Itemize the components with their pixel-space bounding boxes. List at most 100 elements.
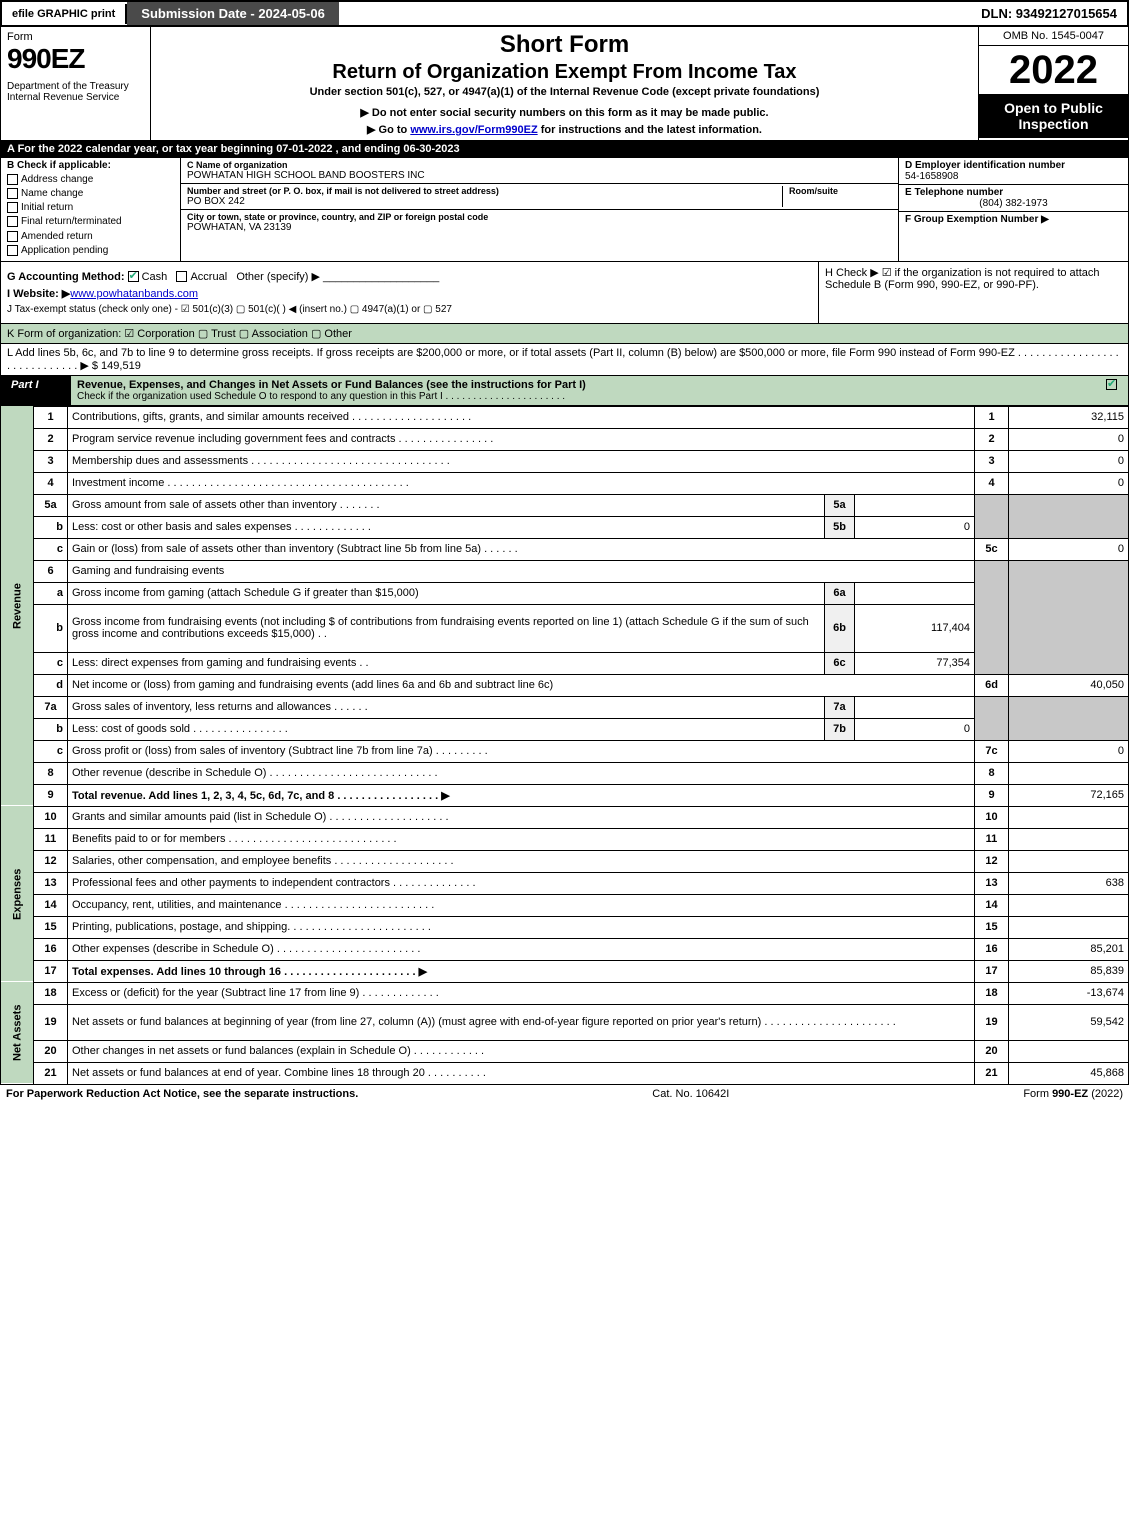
ln1-val: 32,115 — [1009, 406, 1129, 428]
cb-accrual[interactable] — [176, 271, 187, 282]
cb-name-change[interactable]: Name change — [7, 188, 174, 199]
cb-cash[interactable] — [128, 271, 139, 282]
group-exemption-row: F Group Exemption Number ▶ — [899, 212, 1128, 227]
cb-amended-return[interactable]: Amended return — [7, 231, 174, 242]
ln18-desc: Excess or (deficit) for the year (Subtra… — [68, 982, 975, 1004]
ln1-col: 1 — [975, 406, 1009, 428]
ln4-col: 4 — [975, 472, 1009, 494]
dept-treasury: Department of the Treasury Internal Reve… — [7, 81, 144, 103]
ln6-no: 6 — [34, 560, 68, 582]
org-addr-row: Number and street (or P. O. box, if mail… — [181, 184, 898, 210]
irs-link[interactable]: www.irs.gov/Form990EZ — [410, 124, 537, 136]
row-l-text: L Add lines 5b, 6c, and 7b to line 9 to … — [7, 347, 1119, 372]
ln6c-no: c — [34, 652, 68, 674]
ln5c-val: 0 — [1009, 538, 1129, 560]
ln20-no: 20 — [34, 1040, 68, 1062]
ln16-col: 16 — [975, 938, 1009, 960]
col-gij: G Accounting Method: Cash Accrual Other … — [1, 262, 818, 323]
ln7b-no: b — [34, 718, 68, 740]
ln17-col: 17 — [975, 960, 1009, 982]
top-bar: efile GRAPHIC print Submission Date - 20… — [0, 0, 1129, 27]
cb-address-change[interactable]: Address change — [7, 174, 174, 185]
box-c: C Name of organization POWHATAN HIGH SCH… — [181, 158, 898, 261]
org-name-label: C Name of organization — [187, 160, 892, 170]
ln3-desc: Membership dues and assessments . . . . … — [68, 450, 975, 472]
ln16-val: 85,201 — [1009, 938, 1129, 960]
ln11-desc: Benefits paid to or for members . . . . … — [68, 828, 975, 850]
cb-initial-return[interactable]: Initial return — [7, 202, 174, 213]
tel-value: (804) 382-1973 — [905, 198, 1122, 209]
ln19-col: 19 — [975, 1004, 1009, 1040]
revenue-side-label: Revenue — [1, 406, 34, 806]
ln15-val — [1009, 916, 1129, 938]
ln4-val: 0 — [1009, 472, 1129, 494]
tax-year: 2022 — [979, 46, 1128, 94]
part1-checkbox[interactable] — [1098, 376, 1128, 405]
ln19-no: 19 — [34, 1004, 68, 1040]
ln8-col: 8 — [975, 762, 1009, 784]
ln6-shade — [975, 560, 1009, 674]
ln18-val: -13,674 — [1009, 982, 1129, 1004]
ln14-desc: Occupancy, rent, utilities, and maintena… — [68, 894, 975, 916]
ln8-no: 8 — [34, 762, 68, 784]
box-b-title: B Check if applicable: — [7, 160, 174, 171]
goto-pre: ▶ Go to — [367, 124, 410, 136]
ln18-no: 18 — [34, 982, 68, 1004]
ln2-no: 2 — [34, 428, 68, 450]
ln8-val — [1009, 762, 1129, 784]
cb-final-return[interactable]: Final return/terminated — [7, 216, 174, 227]
tax-exempt-status: J Tax-exempt status (check only one) - ☑… — [7, 304, 812, 315]
omb-number: OMB No. 1545-0047 — [979, 27, 1128, 46]
ln15-col: 15 — [975, 916, 1009, 938]
ln6a-no: a — [34, 582, 68, 604]
org-name: POWHATAN HIGH SCHOOL BAND BOOSTERS INC — [187, 170, 892, 181]
tel-label: E Telephone number — [905, 187, 1122, 198]
ln9-no: 9 — [34, 784, 68, 806]
ln13-desc: Professional fees and other payments to … — [68, 872, 975, 894]
ln5a-mval — [855, 494, 975, 516]
ln18-col: 18 — [975, 982, 1009, 1004]
ln12-val — [1009, 850, 1129, 872]
ln3-val: 0 — [1009, 450, 1129, 472]
org-name-row: C Name of organization POWHATAN HIGH SCH… — [181, 158, 898, 184]
ln6d-val: 40,050 — [1009, 674, 1129, 696]
ln20-val — [1009, 1040, 1129, 1062]
ln4-no: 4 — [34, 472, 68, 494]
ln13-col: 13 — [975, 872, 1009, 894]
ln7a-m: 7a — [825, 696, 855, 718]
row-l-amount: $ 149,519 — [92, 360, 141, 372]
short-form-title: Short Form — [157, 31, 972, 59]
website-link[interactable]: www.powhatanbands.com — [70, 288, 198, 300]
form-header: Form 990EZ Department of the Treasury In… — [0, 27, 1129, 141]
ln21-no: 21 — [34, 1062, 68, 1084]
ln7c-val: 0 — [1009, 740, 1129, 762]
ln17-val: 85,839 — [1009, 960, 1129, 982]
cb-application-pending[interactable]: Application pending — [7, 245, 174, 256]
efile-print-btn[interactable]: efile GRAPHIC print — [2, 4, 127, 24]
ln17-no: 17 — [34, 960, 68, 982]
ln19-val: 59,542 — [1009, 1004, 1129, 1040]
org-city: POWHATAN, VA 23139 — [187, 222, 892, 233]
ln14-val — [1009, 894, 1129, 916]
ln7c-no: c — [34, 740, 68, 762]
ln2-desc: Program service revenue including govern… — [68, 428, 975, 450]
box-def: D Employer identification number 54-1658… — [898, 158, 1128, 261]
ln7ab-shade-val — [1009, 696, 1129, 740]
ln1-desc: Contributions, gifts, grants, and simila… — [68, 406, 975, 428]
addr-label: Number and street (or P. O. box, if mail… — [187, 186, 782, 196]
goto-line: ▶ Go to www.irs.gov/Form990EZ for instru… — [157, 123, 972, 136]
ln3-no: 3 — [34, 450, 68, 472]
ln6d-no: d — [34, 674, 68, 696]
ein-row: D Employer identification number 54-1658… — [899, 158, 1128, 185]
open-public: Open to Public Inspection — [979, 94, 1128, 138]
ln19-desc: Net assets or fund balances at beginning… — [68, 1004, 975, 1040]
top-bar-left: efile GRAPHIC print Submission Date - 20… — [2, 2, 339, 25]
part1-header: Part I Revenue, Expenses, and Changes in… — [0, 376, 1129, 406]
box-h: H Check ▶ ☑ if the organization is not r… — [818, 262, 1128, 323]
ln6c-mval: 77,354 — [855, 652, 975, 674]
netassets-side-label: Net Assets — [1, 982, 34, 1084]
ln16-desc: Other expenses (describe in Schedule O) … — [68, 938, 975, 960]
row-l-gross-receipts: L Add lines 5b, 6c, and 7b to line 9 to … — [0, 344, 1129, 376]
ln13-val: 638 — [1009, 872, 1129, 894]
ln15-no: 15 — [34, 916, 68, 938]
